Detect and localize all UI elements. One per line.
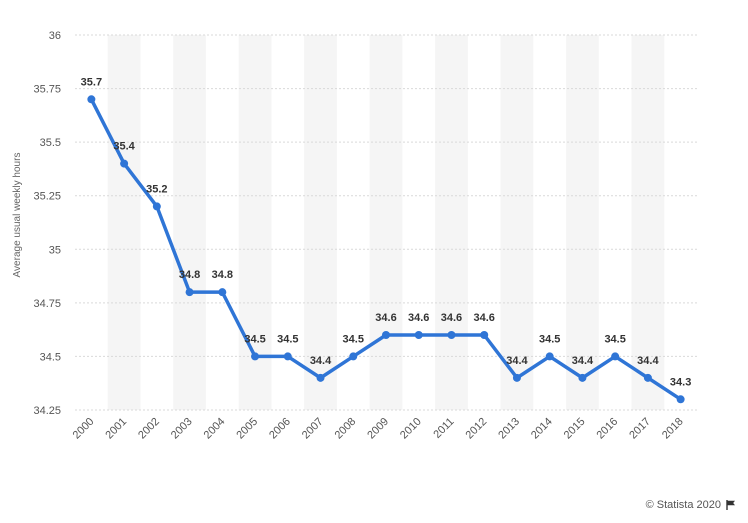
column-band-2003: [173, 35, 206, 410]
y-tick-label: 35.75: [33, 84, 61, 96]
y-tick-label: 34.5: [40, 351, 61, 363]
data-label-2011: 34.6: [441, 312, 462, 324]
y-tick-label: 35: [49, 244, 61, 256]
x-tick-label: 2012: [464, 416, 490, 442]
data-point-2004[interactable]: [218, 288, 227, 297]
column-band-2011: [435, 35, 468, 410]
x-tick-label: 2013: [496, 416, 522, 442]
data-label-2008: 34.5: [343, 333, 364, 345]
data-label-2009: 34.6: [375, 312, 396, 324]
data-label-2013: 34.4: [506, 355, 528, 367]
column-band-2001: [107, 35, 141, 410]
x-tick-label: 2005: [234, 416, 260, 442]
x-axis-ticks: 2000 2001 2002 2003 2004 2005 2006 2007 2008 2009…: [71, 416, 686, 442]
y-tick-label: 35.5: [40, 137, 61, 149]
column-band-2007: [304, 35, 337, 410]
data-point-2008[interactable]: [349, 352, 358, 361]
x-tick-label: 2017: [627, 416, 653, 442]
x-tick-label: 2007: [300, 416, 326, 442]
data-label-2005: 34.5: [244, 333, 265, 345]
data-label-2018: 34.3: [670, 376, 691, 388]
x-tick-label: 2018: [660, 416, 686, 442]
data-point-2016[interactable]: [611, 352, 620, 361]
x-tick-label: 2016: [594, 416, 620, 442]
x-tick-label: 2001: [103, 416, 129, 442]
data-point-2014[interactable]: [545, 352, 554, 361]
x-tick-label: 2004: [202, 416, 228, 442]
x-tick-label: 2006: [267, 416, 293, 442]
data-point-2003[interactable]: [185, 288, 194, 297]
x-tick-label: 2010: [398, 416, 424, 442]
x-tick-label: 2014: [529, 416, 555, 442]
data-point-2009[interactable]: [382, 331, 390, 339]
data-label-2007: 34.4: [310, 355, 332, 367]
data-label-2017: 34.4: [637, 355, 659, 367]
data-point-2011[interactable]: [447, 331, 456, 339]
column-bands: [107, 35, 665, 410]
data-point-2013[interactable]: [512, 373, 521, 382]
data-label-2015: 34.4: [572, 355, 594, 367]
x-tick-label: 2002: [136, 416, 162, 442]
data-point-2006[interactable]: [283, 352, 292, 361]
data-label-2016: 34.5: [604, 333, 625, 345]
data-point-2000[interactable]: [87, 95, 96, 104]
y-tick-label: 36: [49, 30, 61, 42]
data-label-2006: 34.5: [277, 333, 298, 345]
x-tick-label: 2000: [71, 416, 97, 442]
column-band-2015: [566, 35, 599, 410]
y-axis-label: Average usual weekly hours: [12, 153, 23, 278]
data-point-2018[interactable]: [676, 395, 685, 404]
data-point-2012[interactable]: [480, 331, 489, 339]
data-label-2012: 34.6: [473, 312, 494, 324]
y-axis-ticks: 34.25 34.5 34.75 35 35.25 35.5 35.75 36: [33, 30, 61, 417]
x-tick-label: 2003: [169, 416, 195, 442]
data-label-2004: 34.8: [212, 269, 233, 281]
data-label-2002: 35.2: [146, 183, 167, 195]
data-label-2000: 35.7: [81, 76, 102, 88]
data-label-2003: 34.8: [179, 269, 200, 281]
data-label-2010: 34.6: [408, 312, 429, 324]
column-band-2013: [500, 35, 534, 410]
data-point-2015[interactable]: [578, 373, 587, 382]
x-tick-label: 2009: [365, 416, 391, 442]
y-tick-label: 35.25: [33, 191, 61, 203]
x-tick-label: 2011: [431, 416, 456, 441]
data-point-2010[interactable]: [414, 331, 423, 339]
data-labels: 35.7 35.4 35.2 34.8 34.8 34.5 34.5 34.4 34.5 34.6…: [81, 76, 692, 388]
y-tick-label: 34.25: [33, 405, 61, 417]
data-label-2014: 34.5: [539, 333, 560, 345]
credit[interactable]: © Statista 2020: [646, 499, 736, 511]
statista-credit[interactable]: © Statista 2020: [645, 499, 721, 511]
data-point-2002[interactable]: [152, 202, 161, 211]
data-point-2007[interactable]: [316, 373, 325, 382]
y-tick-label: 34.75: [33, 298, 61, 310]
column-band-2017: [631, 35, 665, 410]
data-point-2005[interactable]: [251, 352, 260, 361]
data-points: [87, 95, 685, 404]
column-band-2009: [369, 35, 403, 410]
flag-icon[interactable]: [726, 500, 736, 510]
x-tick-label: 2008: [333, 416, 359, 442]
data-label-2001: 35.4: [113, 141, 135, 153]
column-band-2005: [238, 35, 272, 410]
data-point-2001[interactable]: [120, 159, 129, 168]
data-point-2017[interactable]: [643, 373, 652, 382]
x-tick-label: 2015: [562, 416, 588, 442]
